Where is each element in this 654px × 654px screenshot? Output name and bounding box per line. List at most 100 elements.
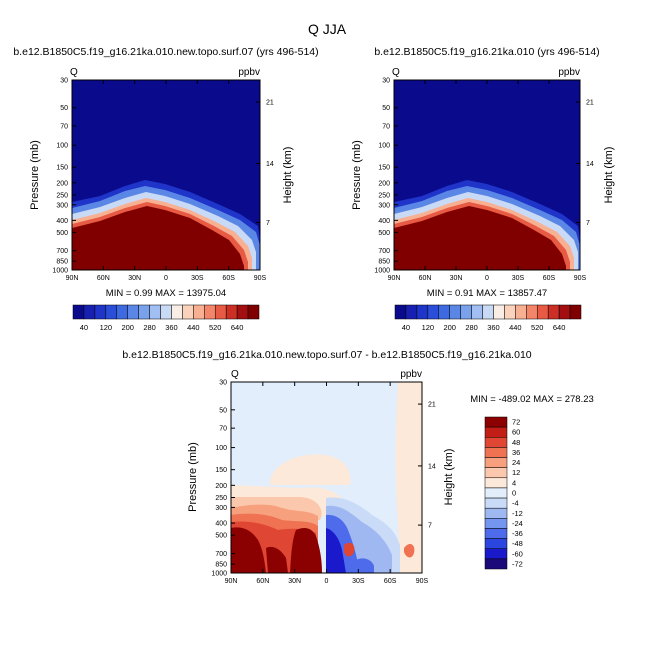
colorbar-swatch [569, 304, 582, 320]
colorbar-swatch [504, 304, 516, 320]
colorbar-swatch [171, 304, 183, 320]
y-tick-label: 400 [215, 521, 227, 528]
y-tick-label: 100 [56, 143, 68, 150]
y-tick-label: 200 [56, 180, 68, 187]
min-max-readout: MIN = 0.91 MAX = 13857.47 [427, 288, 547, 299]
colorbar-label: 12 [512, 468, 520, 477]
y-tick-label: 850 [378, 259, 390, 266]
colorbar-label: 40 [402, 323, 410, 332]
colorbar-swatch [484, 548, 508, 560]
x-tick-label: 60S [384, 578, 397, 585]
colorbar-label: -36 [512, 529, 523, 538]
colorbar-swatch [558, 304, 571, 320]
panel-title: b.e12.B1850C5.f19_g16.21ka.010.new.topo.… [13, 46, 318, 58]
y-tick-label: 30 [382, 78, 390, 85]
plot-fill [231, 382, 422, 573]
colorbar-swatch [427, 304, 440, 320]
contour-band [344, 542, 355, 557]
y-tick-label: 400 [378, 218, 390, 225]
x-tick-label: 60N [256, 578, 269, 585]
colorbar-label: 120 [422, 323, 435, 332]
colorbar-label: 520 [209, 323, 222, 332]
colorbar-swatch [449, 304, 461, 320]
contour-band [270, 454, 351, 485]
y-tick-label: 30 [219, 380, 227, 387]
x-tick-label: 30S [512, 275, 525, 282]
colorbar-label: 200 [443, 323, 456, 332]
colorbar-swatch [526, 304, 538, 320]
colorbar-swatch [394, 304, 407, 320]
colorbar-swatch [72, 304, 85, 320]
colorbar-swatch [127, 304, 139, 320]
panel-variable-label: Q [392, 67, 400, 78]
colorbar-label: 0 [512, 489, 516, 498]
right-tick-label: 14 [586, 161, 594, 168]
figure-title: Q JJA [308, 21, 347, 37]
x-tick-label: 60N [419, 275, 432, 282]
contour-band [394, 206, 566, 270]
panel-right: b.e12.B1850C5.f19_g16.21ka.010 (yrs 496-… [351, 46, 615, 332]
y-tick-label: 300 [56, 202, 68, 209]
colorbar-label: 40 [80, 323, 88, 332]
y-tick-label: 700 [215, 551, 227, 558]
panel-variable-label: Q [231, 369, 239, 380]
colorbar-label: 520 [531, 323, 544, 332]
x-tick-label: 90N [388, 275, 401, 282]
panel-unit-label: ppbv [558, 67, 580, 78]
colorbar-swatch [484, 477, 508, 489]
plot-fill [72, 80, 260, 270]
x-tick-label: 30N [128, 275, 141, 282]
y-tick-label: 50 [382, 105, 390, 112]
panel-left: b.e12.B1850C5.f19_g16.21ka.010.new.topo.… [13, 46, 318, 332]
colorbar-label: 640 [553, 323, 566, 332]
y-axis-title: Pressure (mb) [351, 140, 363, 210]
right-tick-label: 14 [428, 463, 436, 470]
y-tick-label: 1000 [211, 571, 227, 578]
colorbar-label: 60 [512, 428, 520, 437]
right-axis-title: Height (km) [603, 147, 615, 204]
panel-unit-label: ppbv [238, 67, 260, 78]
x-tick-label: 30S [191, 275, 204, 282]
y-tick-label: 700 [56, 248, 68, 255]
colorbar-label: 640 [231, 323, 244, 332]
colorbar-swatch [484, 497, 508, 509]
colorbar-label: 120 [100, 323, 113, 332]
axes: 90N 60N 30N 0 30S 60S 90S 30 50 70 100 150 200 250 300… [374, 78, 593, 283]
y-tick-label: 150 [56, 165, 68, 172]
y-tick-label: 150 [378, 165, 390, 172]
y-tick-label: 700 [378, 248, 390, 255]
y-tick-label: 300 [215, 505, 227, 512]
y-tick-label: 50 [60, 105, 68, 112]
x-tick-label: 0 [485, 275, 489, 282]
y-axis-title: Pressure (mb) [187, 442, 199, 512]
y-tick-label: 1000 [52, 268, 68, 275]
y-tick-label: 250 [56, 192, 68, 199]
colorbar-swatch [484, 538, 508, 549]
colorbar-swatch [471, 304, 483, 320]
colorbar-swatch [536, 304, 549, 320]
colorbar-swatch [484, 487, 508, 499]
y-tick-label: 150 [215, 467, 227, 474]
contour-band [266, 546, 288, 573]
contour-band [290, 528, 322, 573]
y-tick-label: 1000 [374, 268, 390, 275]
colorbar-swatch [83, 304, 96, 320]
right-tick-label: 21 [586, 99, 594, 106]
panel-title: b.e12.B1850C5.f19_g16.21ka.010 (yrs 496-… [374, 46, 599, 58]
right-tick-label: 7 [586, 220, 590, 227]
contour-band [231, 527, 266, 573]
right-tick-label: 21 [266, 99, 274, 106]
colorbar-swatch [105, 304, 118, 320]
panel-title: b.e12.B1850C5.f19_g16.21ka.010.new.topo.… [122, 349, 531, 361]
y-tick-label: 250 [378, 192, 390, 199]
colorbar-swatch [438, 304, 450, 320]
axes: 90N 60N 30N 0 30S 60S 90S 30 50 70 100 150 200 250 300… [211, 380, 435, 586]
colorbar-swatch [484, 467, 508, 479]
colorbar-swatch [484, 416, 508, 428]
colorbar-swatch [484, 457, 508, 468]
colorbar-label: 72 [512, 418, 520, 427]
colorbar-swatch [204, 304, 216, 320]
colorbar-label: -48 [512, 539, 523, 548]
